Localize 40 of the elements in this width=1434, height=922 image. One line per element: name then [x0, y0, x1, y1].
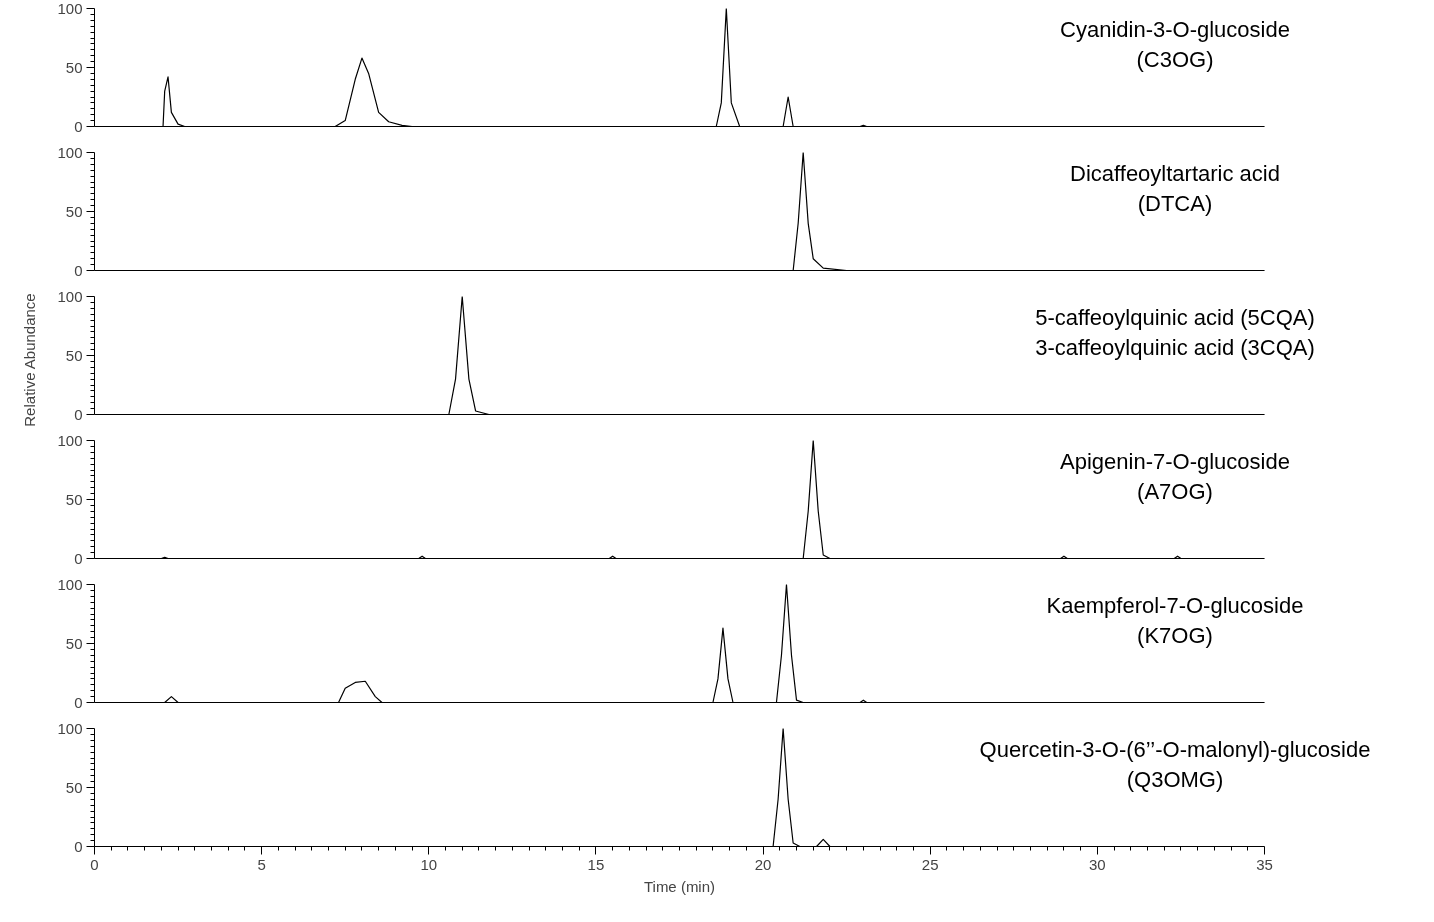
x-tick-label: 35 — [1256, 855, 1273, 873]
y-tick-label: 100 — [57, 431, 83, 449]
y-tick-label: 50 — [65, 490, 83, 508]
x-tick-label: 5 — [257, 855, 266, 873]
annotation: (Q3OMG) — [1126, 767, 1224, 792]
annotation: 3-caffeoylquinic acid (3CQA) — [1035, 335, 1315, 360]
y-tick-label: 0 — [74, 549, 83, 567]
x-axis-title: Time (min) — [643, 877, 716, 895]
annotation: (C3OG) — [1136, 47, 1214, 72]
y-tick-label: 0 — [74, 693, 83, 711]
annotation: Apigenin-7-O-glucoside — [1060, 449, 1290, 474]
x-tick-label: 15 — [587, 855, 605, 873]
y-tick-label: 0 — [74, 405, 83, 423]
y-tick-label: 0 — [74, 117, 83, 135]
y-tick-label: 100 — [57, 575, 83, 593]
y-tick-label: 50 — [65, 346, 83, 364]
annotation: (DTCA) — [1137, 191, 1213, 216]
annotation: Cyanidin-3-O-glucoside — [1060, 17, 1290, 42]
annotation: Dicaffeoyltartaric acid — [1070, 161, 1280, 186]
y-tick-label: 50 — [65, 634, 83, 652]
y-tick-label: 100 — [57, 143, 83, 161]
y-tick-label: 100 — [57, 287, 83, 305]
y-tick-label: 50 — [65, 202, 83, 220]
x-tick-label: 20 — [754, 855, 772, 873]
y-tick-label: 100 — [57, 719, 83, 737]
y-tick-label: 100 — [57, 0, 83, 17]
x-tick-label: 0 — [90, 855, 99, 873]
y-axis-title: Relative Abundance — [20, 292, 39, 429]
y-tick-label: 0 — [74, 261, 83, 279]
y-tick-label: 50 — [65, 58, 83, 76]
annotation: (K7OG) — [1137, 623, 1213, 648]
annotation: (A7OG) — [1137, 479, 1213, 504]
annotation: Quercetin-3-O-(6’’-O-malonyl)-glucoside — [979, 737, 1371, 762]
y-tick-label: 0 — [74, 837, 83, 855]
annotation: Kaempferol-7-O-glucoside — [1046, 593, 1304, 618]
annotation: 5-caffeoylquinic acid (5CQA) — [1035, 305, 1315, 330]
x-tick-label: 30 — [1089, 855, 1106, 873]
x-tick-label: 10 — [420, 855, 438, 873]
x-tick-label: 25 — [921, 855, 939, 873]
y-tick-label: 50 — [65, 778, 83, 796]
